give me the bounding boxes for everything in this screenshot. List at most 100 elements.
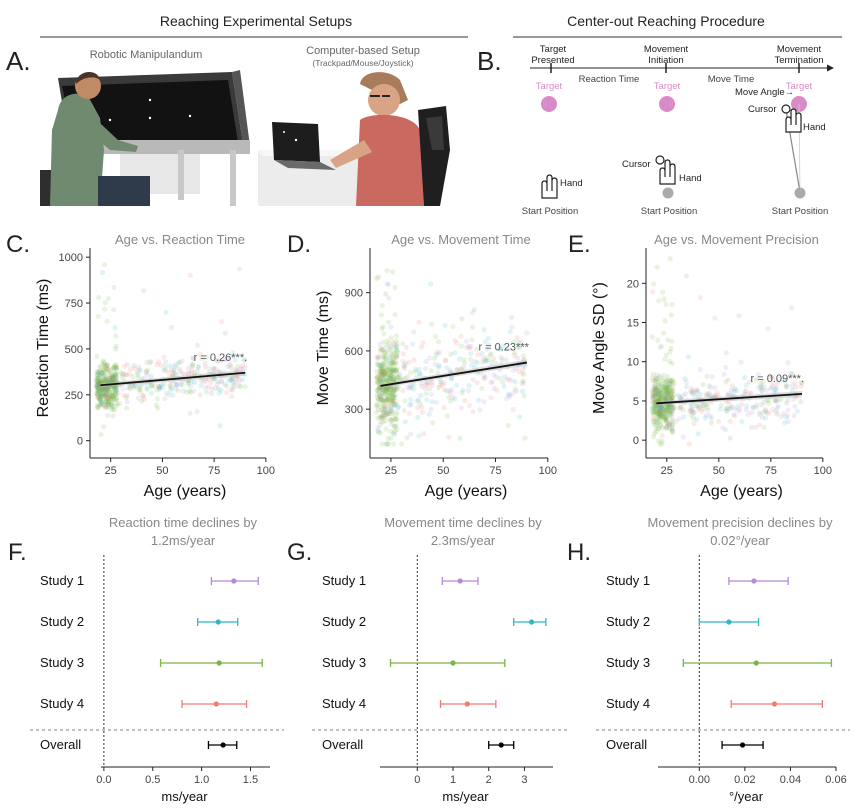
scatter-point	[504, 376, 511, 382]
target-label-3: Target	[786, 81, 813, 92]
scatter-point	[242, 384, 248, 390]
scatter-point	[105, 401, 111, 407]
scatter-point	[376, 274, 382, 280]
scatter-point	[520, 378, 526, 384]
scatter-point	[97, 387, 103, 393]
scatter-point	[112, 387, 119, 393]
scatter-point	[655, 410, 661, 416]
robot-label: Robotic Manipulandum	[90, 49, 203, 61]
scatter-point	[379, 372, 385, 378]
scatter-point	[170, 392, 176, 398]
correlation-annotation: r = 0.26***.	[194, 352, 248, 364]
scatter-point	[665, 421, 671, 427]
scatter-point	[397, 371, 403, 378]
scatter-point	[462, 398, 468, 404]
scatter-point	[390, 393, 396, 399]
scatter-point	[388, 403, 394, 409]
scatter-point	[739, 419, 745, 425]
scatter-point	[97, 396, 103, 402]
row-label: Study 3	[322, 655, 366, 670]
scatter-point	[661, 407, 667, 413]
scatter-point	[503, 396, 510, 402]
scatter-point	[373, 275, 379, 281]
scatter-point	[742, 389, 748, 395]
scatter-point	[761, 399, 767, 405]
scatter-point	[387, 354, 393, 360]
scatter-point	[124, 405, 130, 411]
scatter-point	[382, 398, 388, 404]
scatter-point	[664, 420, 670, 426]
scatter-point	[668, 379, 674, 385]
scatter-point	[387, 370, 394, 376]
scatter-point	[667, 412, 673, 418]
scatter-point	[378, 369, 384, 375]
estimate-point	[751, 578, 757, 584]
scatter-point	[189, 367, 195, 373]
scatter-point	[160, 367, 167, 373]
scatter-point	[97, 368, 103, 374]
scatter-point	[755, 372, 761, 378]
scatter-point	[106, 399, 112, 405]
scatter-point	[766, 410, 772, 416]
scatter-point	[394, 353, 400, 359]
scatter-point	[394, 374, 400, 380]
chart-title: Age vs. Movement Time	[391, 232, 530, 247]
scatter-point	[394, 386, 400, 393]
estimate-point	[739, 742, 746, 748]
scatter-point	[667, 421, 673, 427]
scatter-point	[381, 377, 387, 383]
scatter-point	[653, 408, 660, 414]
scatter-point	[707, 413, 713, 419]
correlation-annotation: r = 0.23***	[478, 342, 529, 354]
scatter-point	[377, 413, 383, 420]
scatter-point	[471, 307, 477, 313]
scatter-point	[153, 402, 159, 408]
scatter-point	[384, 388, 390, 394]
scatter-point	[659, 392, 665, 398]
scatter-point	[656, 406, 663, 412]
scatter-point	[108, 395, 114, 401]
scatter-point	[123, 395, 129, 401]
scatter-point	[108, 396, 114, 402]
scatter-point	[738, 401, 744, 408]
scatter-point	[654, 390, 660, 396]
scatter-point	[235, 363, 241, 369]
scatter-point	[653, 416, 659, 422]
x-axis-label: Age (years)	[425, 483, 508, 500]
event-target-presented: Target Presented	[531, 44, 574, 66]
hand-label-3: Hand	[803, 122, 826, 133]
scatter-point	[650, 399, 656, 405]
scatter-point	[170, 369, 177, 375]
scatter-point	[238, 365, 244, 371]
scatter-point	[402, 419, 408, 425]
scatter-point	[167, 363, 173, 369]
scatter-point	[653, 425, 659, 432]
scatter-point	[707, 393, 713, 399]
scatter-point	[519, 388, 526, 394]
scatter-point	[695, 431, 701, 437]
y-axis-label: Move Angle SD (°)	[591, 282, 608, 414]
scatter-point	[389, 367, 395, 374]
scatter-point	[718, 402, 724, 408]
scatter-point	[750, 404, 756, 410]
scatter-point	[101, 377, 107, 383]
scatter-point	[109, 403, 115, 410]
scatter-point	[658, 387, 664, 393]
scatter-point	[113, 364, 119, 370]
scatter-point	[712, 385, 718, 391]
scatter-point	[384, 371, 390, 377]
scatter-point	[94, 372, 100, 378]
scatter-point	[661, 409, 668, 415]
x-tick-label: 0	[414, 774, 420, 786]
scatter-point	[392, 416, 398, 422]
scatter-point	[149, 383, 155, 390]
procedure-title: Center-out Reaching Procedure	[567, 13, 765, 29]
scatter-point	[104, 404, 110, 410]
scatter-point	[659, 382, 665, 388]
scatter-point	[524, 330, 530, 336]
x-tick-label: 0.02	[734, 774, 755, 786]
scatter-point	[400, 388, 406, 394]
scatter-point	[391, 441, 397, 447]
scatter-point	[662, 415, 668, 421]
scatter-point	[388, 375, 394, 381]
